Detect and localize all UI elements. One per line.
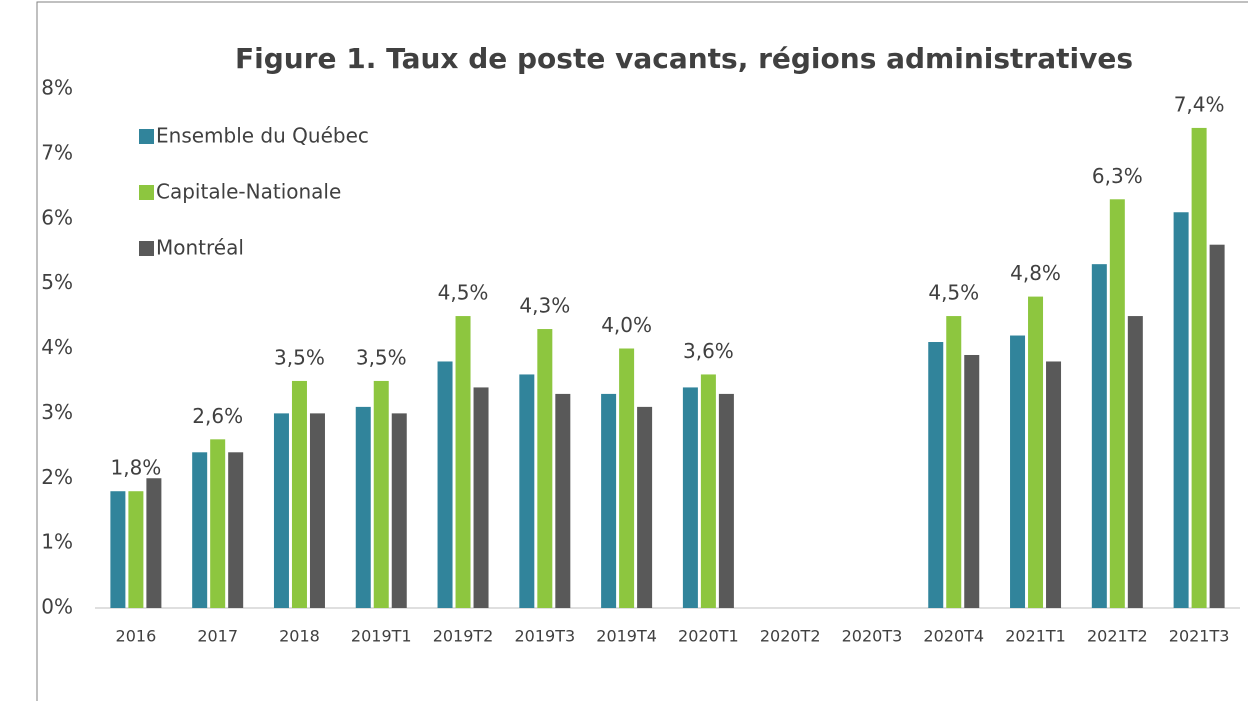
x-tick-label: 2021T2	[1087, 627, 1148, 646]
bar	[291, 380, 307, 608]
y-tick-label: 3%	[41, 400, 73, 424]
x-tick-label: 2021T1	[1005, 627, 1066, 646]
bar	[1046, 361, 1062, 608]
chart-title: Figure 1. Taux de poste vacants, régions…	[235, 42, 1133, 75]
legend-label: Capitale-Nationale	[156, 180, 341, 204]
bar	[1091, 264, 1107, 608]
bar	[373, 380, 389, 608]
bar	[637, 406, 653, 608]
x-tick-label: 2021T3	[1169, 627, 1230, 646]
bar	[1010, 335, 1026, 608]
bar	[128, 491, 144, 608]
y-tick-label: 8%	[41, 76, 73, 100]
bar	[946, 316, 962, 608]
data-label: 4,5%	[928, 281, 979, 305]
x-tick-label: 2020T1	[678, 627, 739, 646]
legend-swatch	[139, 185, 154, 200]
bar	[228, 452, 244, 608]
data-label: 1,8%	[110, 456, 161, 480]
x-tick-label: 2020T3	[842, 627, 903, 646]
y-tick-label: 7%	[41, 140, 73, 164]
x-tick-label: 2019T2	[433, 627, 494, 646]
bar	[1127, 316, 1143, 608]
bar	[537, 329, 553, 608]
legend-label: Montréal	[156, 236, 244, 260]
bar	[519, 374, 535, 608]
bar	[1191, 127, 1207, 609]
bar	[473, 387, 489, 608]
bar	[192, 452, 208, 608]
x-tick-label: 2018	[279, 627, 320, 646]
bar	[210, 439, 226, 608]
y-tick-label: 4%	[41, 335, 73, 359]
data-label: 4,5%	[438, 281, 489, 305]
bar	[146, 478, 162, 608]
x-tick-label: 2020T2	[760, 627, 821, 646]
bar	[309, 413, 325, 608]
bar	[110, 491, 126, 608]
bar	[619, 348, 635, 608]
bar	[1209, 244, 1225, 608]
bar	[928, 342, 944, 608]
x-tick-label: 2019T1	[351, 627, 412, 646]
bar	[1109, 199, 1125, 608]
data-label: 2,6%	[192, 404, 243, 428]
bar	[355, 406, 371, 608]
data-label: 7,4%	[1174, 92, 1225, 116]
bar	[1173, 212, 1189, 608]
bar	[391, 413, 407, 608]
bar	[555, 393, 571, 608]
frame	[36, 1, 1248, 701]
data-label: 3,5%	[274, 345, 325, 369]
x-tick-label: 2019T3	[514, 627, 575, 646]
x-tick-label: 2020T4	[923, 627, 984, 646]
x-tick-label: 2016	[116, 627, 157, 646]
legend-swatch	[139, 241, 154, 256]
x-tick-label: 2019T4	[596, 627, 657, 646]
y-tick-label: 2%	[41, 465, 73, 489]
bar	[1028, 296, 1044, 608]
x-tick-label: 2017	[197, 627, 238, 646]
data-label: 3,5%	[356, 345, 407, 369]
bar	[273, 413, 289, 608]
y-tick-label: 5%	[41, 270, 73, 294]
data-label: 4,3%	[519, 294, 570, 318]
data-label: 4,8%	[1010, 261, 1061, 285]
bar	[700, 374, 716, 608]
legend-label: Ensemble du Québec	[156, 124, 369, 148]
bar	[964, 354, 980, 608]
data-label: 3,6%	[683, 339, 734, 363]
legend-swatch	[139, 129, 154, 144]
y-tick-label: 1%	[41, 530, 73, 554]
bar	[437, 361, 453, 608]
data-label: 6,3%	[1092, 164, 1143, 188]
bar	[718, 393, 734, 608]
bar	[682, 387, 698, 608]
bar	[455, 316, 471, 608]
data-label: 4,0%	[601, 313, 652, 337]
y-tick-label: 0%	[41, 595, 73, 619]
bar	[601, 393, 617, 608]
y-tick-label: 6%	[41, 205, 73, 229]
